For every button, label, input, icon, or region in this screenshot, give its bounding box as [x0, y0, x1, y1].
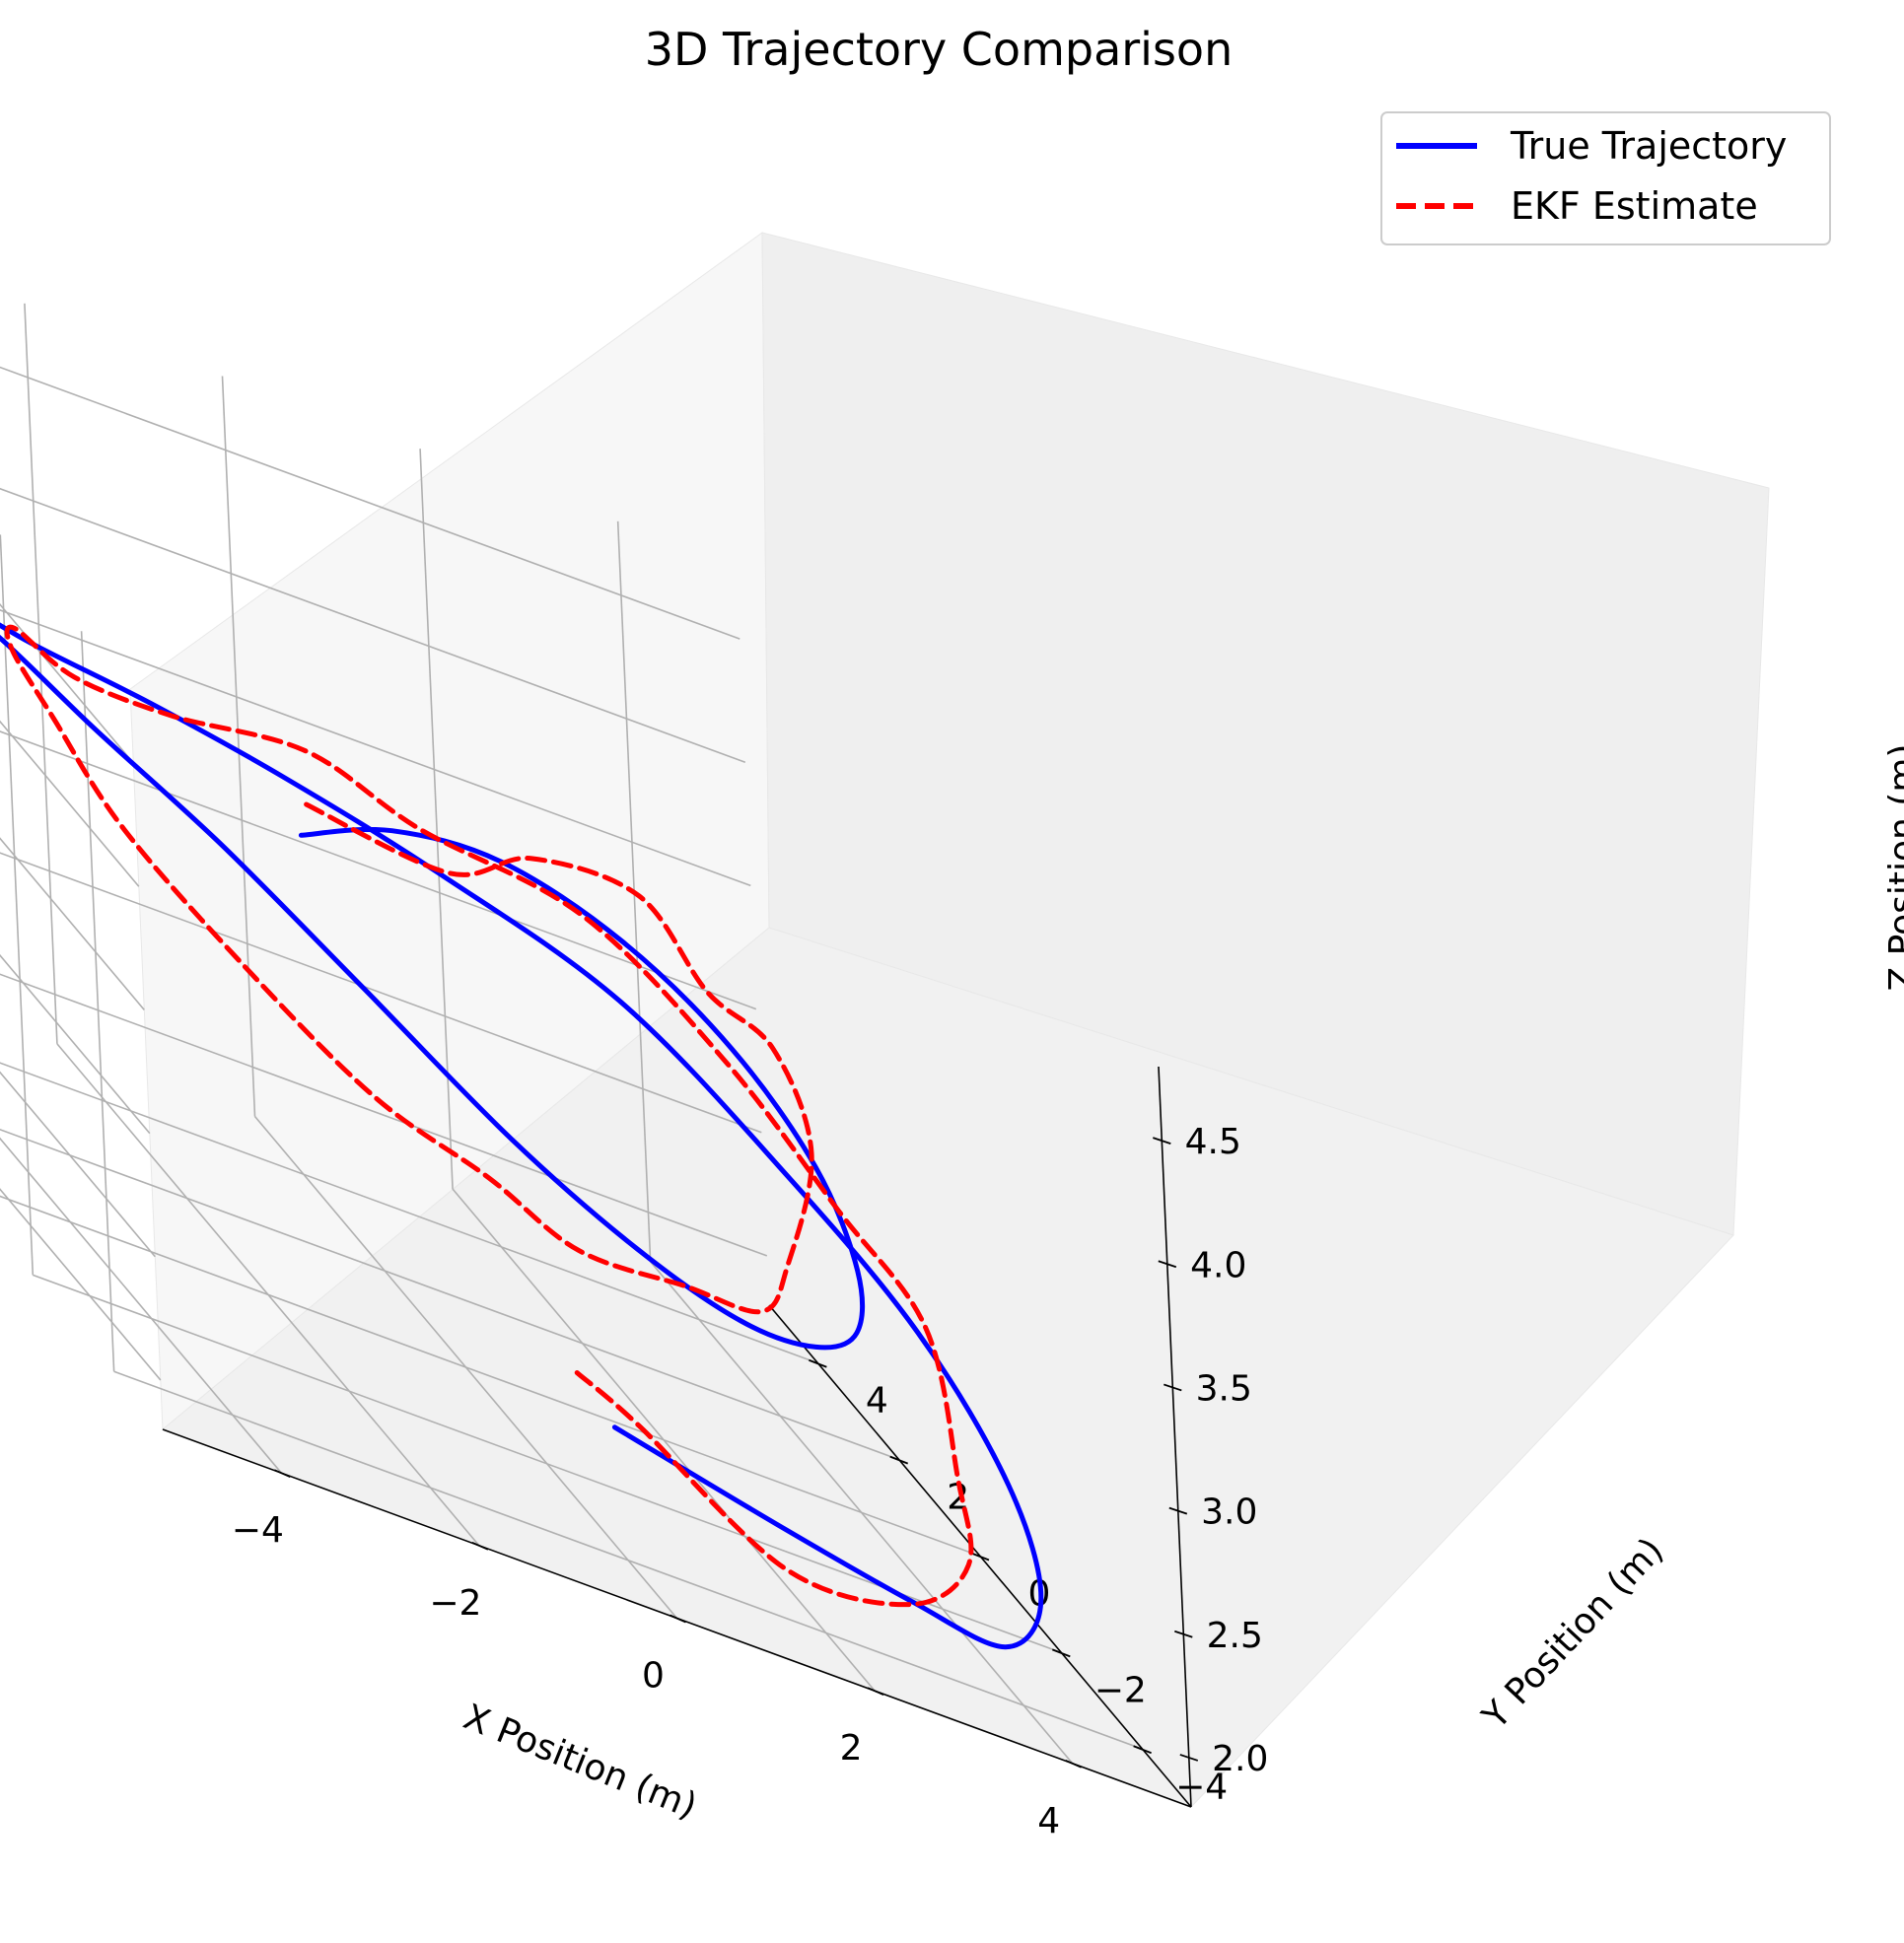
- legend-label-true-trajectory: True Trajectory: [1510, 124, 1787, 168]
- z-grid-back: [0, 973, 768, 1257]
- axes: [162, 1066, 1199, 1808]
- y-grid-floor: [0, 1062, 818, 1364]
- z-grid-left: [0, 720, 140, 887]
- chart-title: 3D Trajectory Comparison: [645, 23, 1233, 76]
- z-axis-line: [1158, 1066, 1192, 1808]
- z-grid-left: [0, 837, 145, 1010]
- z-grid-left: [0, 1071, 156, 1258]
- z-grid-left: [0, 953, 151, 1135]
- z-tick-label: 2.0: [1212, 1739, 1268, 1779]
- z-grid-back: [0, 366, 740, 640]
- z-grid-back: [0, 609, 751, 887]
- z-axis-label: Z Position (m): [1882, 744, 1904, 992]
- y-grid-floor: [113, 1370, 1143, 1751]
- series-lines: [0, 622, 1044, 1650]
- series-line-ekf-estimate: [4, 624, 974, 1608]
- y-axis-label: Y Position (m): [1474, 1530, 1671, 1737]
- z-grid-left: [0, 602, 134, 764]
- x-axis-line: [162, 1428, 1192, 1808]
- y-axis-line: [768, 1304, 1192, 1808]
- y-grid-left: [0, 534, 35, 1276]
- z-grid-back: [0, 487, 746, 764]
- z-grid-left: [0, 1188, 162, 1381]
- x-tick-label: −4: [232, 1510, 284, 1551]
- grid-lines: [0, 303, 1143, 1765]
- y-tick-label: 4: [866, 1381, 888, 1422]
- z-tick-label: 4.0: [1190, 1245, 1246, 1285]
- y-tick-label: −2: [1094, 1670, 1147, 1710]
- z-tick-label: 2.5: [1207, 1616, 1263, 1656]
- series-line-true-trajectory: [0, 622, 1044, 1650]
- x-tick-label: 2: [840, 1728, 863, 1769]
- y-grid-left: [80, 631, 115, 1372]
- x-tick-label: 4: [1037, 1801, 1060, 1841]
- x-axis-label: X Position (m): [458, 1697, 702, 1827]
- x-grid-back: [419, 449, 454, 1190]
- z-tick-label: 4.5: [1185, 1122, 1241, 1162]
- legend: True Trajectory EKF Estimate: [1380, 111, 1831, 245]
- z-grid-back: [0, 852, 762, 1134]
- z-tick-label: 3.5: [1196, 1368, 1252, 1409]
- legend-frame: [1380, 111, 1831, 245]
- z-grid-back: [0, 730, 757, 1010]
- x-tick-label: 0: [642, 1656, 665, 1697]
- legend-label-ekf-estimate: EKF Estimate: [1511, 184, 1758, 228]
- y-grid-floor: [0, 1195, 981, 1558]
- y-grid-floor: [0, 1128, 899, 1461]
- x-tick-label: −2: [429, 1583, 481, 1624]
- z-tick-label: 3.0: [1201, 1492, 1257, 1533]
- x-grid-back: [221, 376, 256, 1117]
- y-tick-label: −4: [1175, 1767, 1228, 1807]
